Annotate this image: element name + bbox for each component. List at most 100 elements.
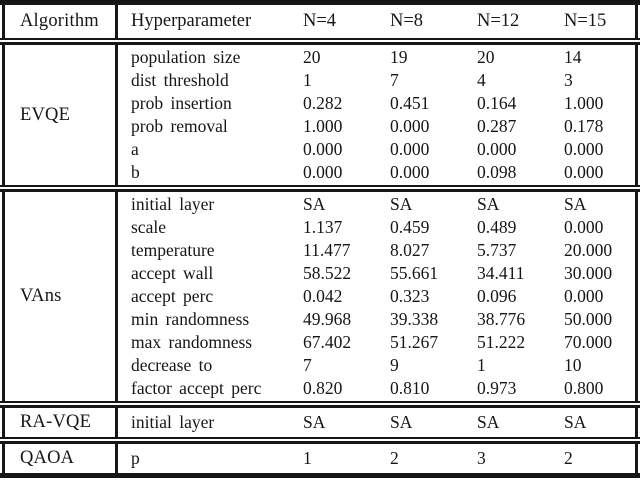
value-n8: 9 xyxy=(390,355,399,375)
value-n15: 0.000 xyxy=(564,162,604,182)
hyperparameter-name: prob insertion xyxy=(131,93,232,113)
hyperparameter-name: initial layer xyxy=(131,412,215,432)
value-n15: SA xyxy=(564,412,587,432)
value-n12: SA xyxy=(477,194,500,214)
column-header-n12: N=12 xyxy=(477,11,520,31)
table-header-row: Algorithm Hyperparameter N=4 N=8 N=12 N=… xyxy=(2,5,638,38)
value-n8: 2 xyxy=(390,448,399,468)
value-n4: 0.042 xyxy=(303,286,343,306)
value-n4: 0.000 xyxy=(303,162,343,182)
value-n15: 1.000 xyxy=(564,93,604,113)
hyperparameter-name: max randomness xyxy=(131,332,253,352)
value-n8: 39.338 xyxy=(390,309,439,329)
value-n4: 1.000 xyxy=(303,116,343,136)
algorithm-label: RA-VQE xyxy=(5,408,118,437)
hyperparameter-name: temperature xyxy=(131,240,215,260)
hyperparameter-name: accept perc xyxy=(131,286,214,306)
hyperparameter-name: factor accept perc xyxy=(131,378,262,398)
value-n4: 7 xyxy=(303,355,312,375)
algorithm-label: EVQE xyxy=(5,45,118,185)
algorithm-label: QAOA xyxy=(5,444,118,473)
value-n8: 0.323 xyxy=(390,286,430,306)
section-rows: initial layer SA SA SA SA xyxy=(118,408,640,437)
value-n4: 0.282 xyxy=(303,93,343,113)
section-separator-rule xyxy=(0,437,640,444)
table-row: scale 1.137 0.459 0.489 0.000 xyxy=(118,216,640,239)
value-n15: 30.000 xyxy=(564,263,613,283)
table-row: factor accept perc 0.820 0.810 0.973 0.800 xyxy=(118,377,640,400)
value-n8: 0.810 xyxy=(390,378,430,398)
table-row: min randomness 49.968 39.338 38.776 50.000 xyxy=(118,308,640,331)
value-n8: 8.027 xyxy=(390,240,430,260)
value-n12: 0.096 xyxy=(477,286,517,306)
value-n12: 0.489 xyxy=(477,217,517,237)
value-n4: 11.477 xyxy=(303,240,351,260)
value-n12: 51.222 xyxy=(477,332,526,352)
value-n15: SA xyxy=(564,194,587,214)
value-n8: 55.661 xyxy=(390,263,439,283)
value-n15: 0.178 xyxy=(564,116,604,136)
hyperparameter-name: p xyxy=(131,448,140,468)
table-row: prob removal 1.000 0.000 0.287 0.178 xyxy=(118,115,640,138)
section-separator-rule xyxy=(0,185,640,192)
value-n12: SA xyxy=(477,412,500,432)
hyperparameter-name: b xyxy=(131,162,140,182)
value-n4: 1 xyxy=(303,70,312,90)
table-top-rule xyxy=(0,0,640,5)
value-n8: 7 xyxy=(390,70,399,90)
value-n8: 0.000 xyxy=(390,116,430,136)
value-n8: 0.459 xyxy=(390,217,430,237)
section-rows: initial layer SA SA SA SA scale 1.137 0.459 0.48… xyxy=(118,192,640,401)
value-n4: SA xyxy=(303,194,326,214)
table-row: prob insertion 0.282 0.451 0.164 1.000 xyxy=(118,92,640,115)
value-n12: 0.098 xyxy=(477,162,517,182)
value-n15: 2 xyxy=(564,448,573,468)
value-n15: 10 xyxy=(564,355,582,375)
column-header-n8: N=8 xyxy=(390,11,424,31)
value-n12: 0.164 xyxy=(477,93,517,113)
value-n12: 3 xyxy=(477,448,486,468)
algorithm-label: VAns xyxy=(5,192,118,401)
value-n4: 67.402 xyxy=(303,332,352,352)
value-n12: 20 xyxy=(477,47,495,67)
value-n15: 20.000 xyxy=(564,240,613,260)
header-separator-rule xyxy=(0,38,640,45)
table-body: EVQE population size 20 19 20 14 dist threshol… xyxy=(0,45,640,473)
column-header-hyperparameter: Hyperparameter xyxy=(131,11,252,31)
table-row: b 0.000 0.000 0.098 0.000 xyxy=(118,161,640,184)
value-n8: SA xyxy=(390,412,413,432)
table-row: initial layer SA SA SA SA xyxy=(118,193,640,216)
value-n12: 0.973 xyxy=(477,378,517,398)
hyperparameter-name: prob removal xyxy=(131,116,228,136)
value-n4: SA xyxy=(303,412,326,432)
value-n12: 34.411 xyxy=(477,263,525,283)
value-n12: 1 xyxy=(477,355,486,375)
value-n12: 4 xyxy=(477,70,486,90)
table-row: dist threshold 1 7 4 3 xyxy=(118,69,640,92)
value-n15: 70.000 xyxy=(564,332,613,352)
value-n4: 0.000 xyxy=(303,139,343,159)
value-n4: 0.820 xyxy=(303,378,343,398)
table-bottom-rule xyxy=(0,473,640,478)
value-n15: 50.000 xyxy=(564,309,613,329)
value-n15: 0.800 xyxy=(564,378,604,398)
column-header-n4: N=4 xyxy=(303,11,337,31)
hyperparameter-name: decrease to xyxy=(131,355,213,375)
table-row: p 1 2 3 2 xyxy=(118,447,640,470)
hyperparameter-name: dist threshold xyxy=(131,70,229,90)
section-rows: p 1 2 3 2 xyxy=(118,444,640,473)
table-row: accept perc 0.042 0.323 0.096 0.000 xyxy=(118,285,640,308)
algorithm-section-ra-vqe: RA-VQE initial layer SA SA SA SA xyxy=(2,408,638,437)
value-n8: SA xyxy=(390,194,413,214)
value-n12: 0.000 xyxy=(477,139,517,159)
hyperparameter-name: a xyxy=(131,139,139,159)
value-n12: 0.287 xyxy=(477,116,517,136)
table-row: initial layer SA SA SA SA xyxy=(118,411,640,434)
value-n12: 5.737 xyxy=(477,240,517,260)
value-n15: 0.000 xyxy=(564,217,604,237)
table-row: temperature 11.477 8.027 5.737 20.000 xyxy=(118,239,640,262)
table-row: a 0.000 0.000 0.000 0.000 xyxy=(118,138,640,161)
column-header-algorithm: Algorithm xyxy=(5,5,118,38)
value-n4: 58.522 xyxy=(303,263,352,283)
